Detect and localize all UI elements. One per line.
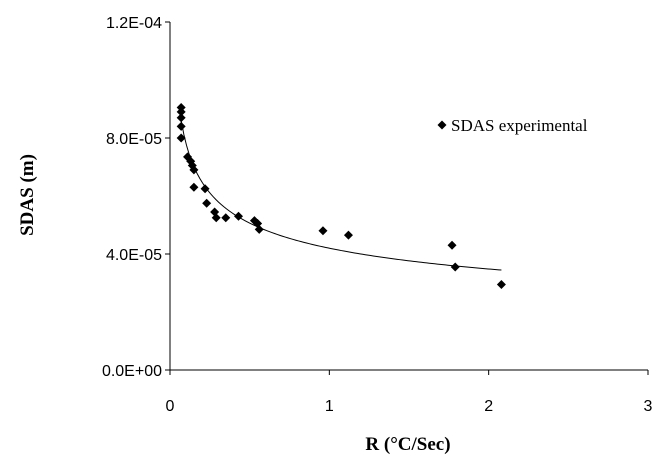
power-trendline bbox=[180, 120, 502, 271]
data-point bbox=[176, 107, 186, 117]
legend-marker-diamond bbox=[437, 120, 447, 130]
legend: SDAS experimental bbox=[437, 116, 588, 135]
x-tick-label: 1 bbox=[325, 398, 334, 415]
data-point bbox=[189, 165, 199, 175]
data-point bbox=[234, 211, 244, 221]
axis-ticks bbox=[165, 21, 649, 375]
x-tick-label: 0 bbox=[166, 398, 175, 415]
data-point bbox=[176, 121, 186, 131]
x-tick-label: 3 bbox=[644, 398, 653, 415]
data-point bbox=[221, 213, 231, 223]
y-tick-label: 1.2E-04 bbox=[106, 15, 162, 32]
y-axis-title: SDAS (m) bbox=[17, 154, 38, 236]
data-point bbox=[447, 240, 457, 250]
data-point bbox=[200, 184, 210, 194]
data-point bbox=[211, 213, 221, 223]
legend-entry-sdas-experimental: SDAS experimental bbox=[451, 116, 588, 135]
plot-area bbox=[165, 21, 649, 375]
data-point bbox=[176, 113, 186, 123]
data-point bbox=[343, 230, 353, 240]
data-point bbox=[496, 279, 506, 289]
data-point bbox=[318, 226, 328, 236]
legend-marker-shape bbox=[437, 120, 447, 130]
x-tick-label: 2 bbox=[484, 398, 493, 415]
y-tick-label: 4.0E-05 bbox=[106, 247, 162, 264]
x-axis-title: R (°C/Sec) bbox=[365, 434, 450, 455]
data-point bbox=[450, 262, 460, 272]
data-point bbox=[202, 198, 212, 208]
data-points bbox=[176, 103, 506, 289]
tick-labels: 0.0E+00 4.0E-05 8.0E-05 1.2E-04 0 1 2 3 bbox=[102, 15, 653, 415]
data-point bbox=[189, 182, 199, 192]
data-point bbox=[254, 224, 264, 234]
data-point bbox=[176, 133, 186, 143]
y-tick-label: 0.0E+00 bbox=[102, 363, 162, 380]
y-tick-label: 8.0E-05 bbox=[106, 131, 162, 148]
